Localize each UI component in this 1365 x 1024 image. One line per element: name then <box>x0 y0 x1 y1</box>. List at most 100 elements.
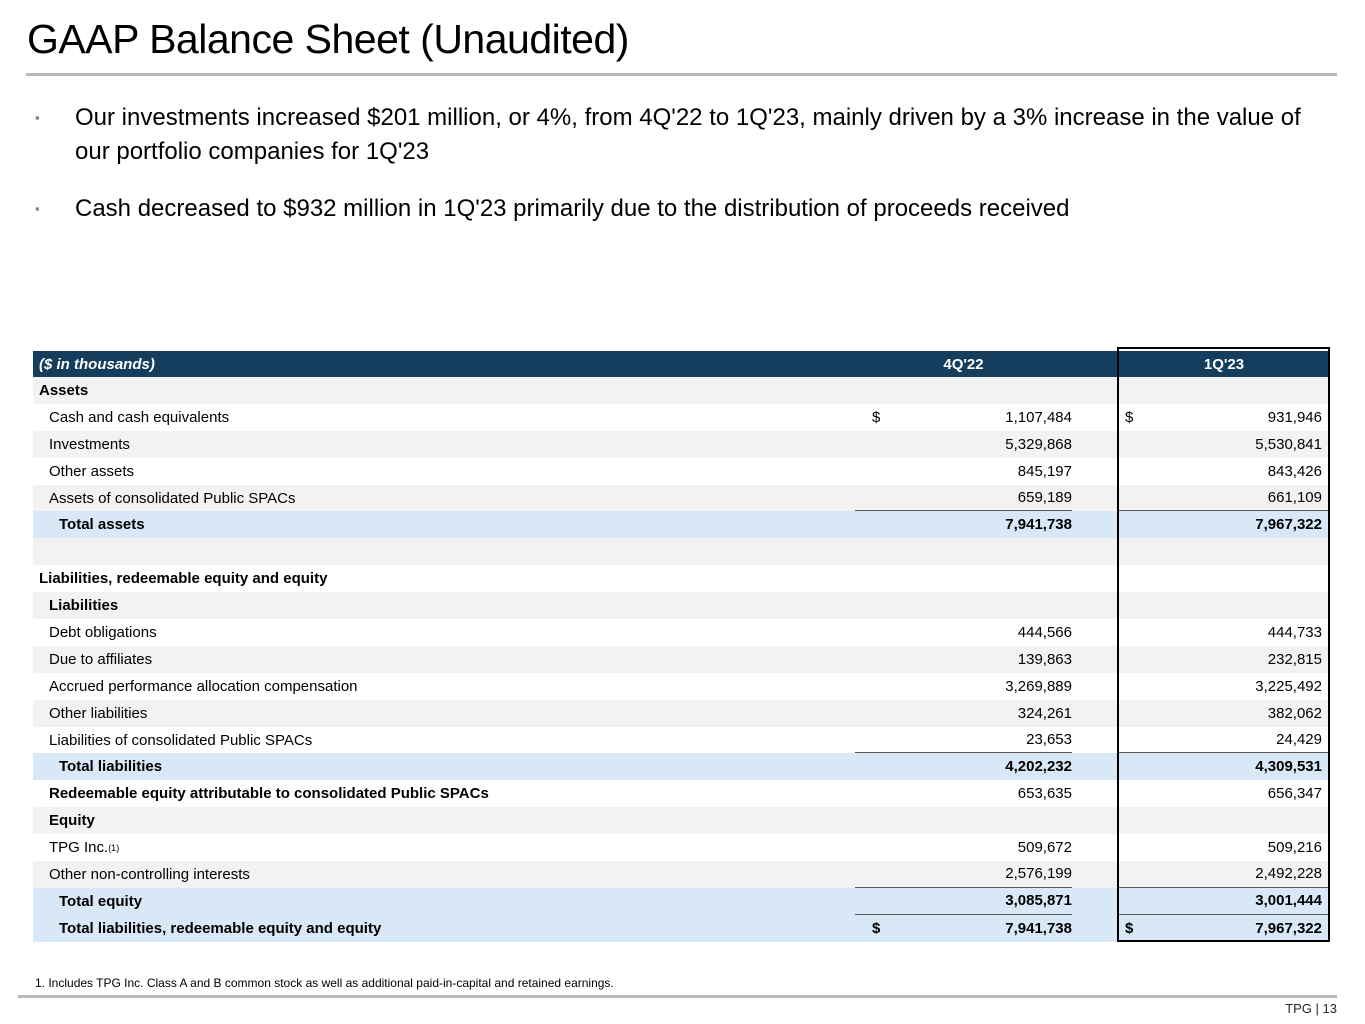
value-4q22: 845,197 <box>855 458 1072 485</box>
value-4q22: 324,261 <box>855 700 1072 727</box>
table-header-4q22: 4Q'22 <box>943 355 984 373</box>
dollar-sign: $ <box>1125 919 1134 937</box>
row-label: Cash and cash equivalents <box>49 408 230 426</box>
amount: 4,309,531 <box>1255 758 1322 776</box>
value-4q22: 5,329,868 <box>855 431 1072 458</box>
column-gap <box>1072 646 1118 673</box>
column-gap <box>1072 377 1118 404</box>
amount: 7,941,738 <box>1005 919 1072 937</box>
value-4q22 <box>855 377 1072 404</box>
table-row: Other non-controlling interests 2,576,19… <box>33 861 1330 888</box>
table-header-row: ($ in thousands) 4Q'22 1Q'23 <box>33 351 1330 377</box>
column-gap <box>1072 485 1118 512</box>
amount: 509,216 <box>1267 839 1322 857</box>
amount: 3,001,444 <box>1255 892 1322 910</box>
amount: 7,967,322 <box>1255 919 1322 937</box>
value-4q22: 659,189 <box>855 485 1072 512</box>
amount: 139,863 <box>1017 650 1072 668</box>
dollar-sign: $ <box>872 919 881 937</box>
amount: 509,672 <box>1017 839 1072 857</box>
amount: 845,197 <box>1017 462 1072 480</box>
amount: 2,492,228 <box>1255 865 1322 883</box>
value-4q22: 444,566 <box>855 619 1072 646</box>
row-label: Assets of consolidated Public SPACs <box>49 489 296 507</box>
value-4q22 <box>855 807 1072 834</box>
value-1q23: 5,530,841 <box>1118 431 1330 458</box>
amount: 3,225,492 <box>1255 677 1322 695</box>
table-row: Liabilities of consolidated Public SPACs… <box>33 726 1330 754</box>
value-4q22: 509,672 <box>855 834 1072 861</box>
amount: 24,429 <box>1276 731 1322 749</box>
table-row: TPG Inc. (1) 509,672 509,216 <box>33 834 1330 862</box>
row-label: Due to affiliates <box>49 650 153 668</box>
column-gap <box>1072 807 1118 834</box>
balance-sheet-table: ($ in thousands) 4Q'22 1Q'23 Assets Cash… <box>33 351 1330 942</box>
row-label: Accrued performance allocation compensat… <box>49 677 358 695</box>
row-label: Liabilities, redeemable equity and equit… <box>39 570 328 588</box>
amount: 7,941,738 <box>1005 516 1072 534</box>
amount: 661,109 <box>1267 489 1322 506</box>
value-1q23: 444,733 <box>1118 619 1330 646</box>
table-header-1q23: 1Q'23 <box>1203 355 1245 373</box>
value-1q23: 661,109 <box>1118 485 1330 512</box>
value-1q23 <box>1118 538 1330 565</box>
square-bullet-icon: ▪ <box>35 110 40 125</box>
column-gap <box>1072 511 1118 538</box>
row-label: Other non-controlling interests <box>49 865 250 883</box>
row-label: TPG Inc. (1) <box>49 839 120 857</box>
column-gap <box>1072 915 1118 942</box>
table-row: Equity <box>33 807 1330 835</box>
footer-divider <box>18 995 1337 998</box>
value-1q23: 232,815 <box>1118 646 1330 673</box>
column-gap <box>1072 458 1118 485</box>
amount: 3,085,871 <box>1005 892 1072 910</box>
column-gap <box>1072 592 1118 619</box>
value-1q23 <box>1118 565 1330 592</box>
table-row: Redeemable equity attributable to consol… <box>33 780 1330 808</box>
value-1q23 <box>1118 807 1330 834</box>
row-label: Total assets <box>59 516 145 534</box>
table-row: Other assets 845,197 843,426 <box>33 457 1330 485</box>
row-label: Total liabilities, redeemable equity and… <box>59 919 382 937</box>
value-4q22: 7,941,738 <box>855 511 1072 538</box>
value-1q23: 3,001,444 <box>1118 888 1330 915</box>
value-1q23: 7,967,322 <box>1118 511 1330 538</box>
bullet-item: ▪ Cash decreased to $932 million in 1Q'2… <box>35 192 1337 226</box>
amount: 23,653 <box>1026 731 1072 749</box>
column-gap <box>1072 861 1118 888</box>
row-label: Liabilities of consolidated Public SPACs <box>49 731 313 749</box>
table-row: Assets <box>33 377 1330 404</box>
page-title: GAAP Balance Sheet (Unaudited) <box>27 16 629 62</box>
column-gap <box>1072 431 1118 458</box>
bullet-text: Cash decreased to $932 million in 1Q'23 … <box>75 195 1070 222</box>
column-gap <box>1072 538 1118 565</box>
amount: 444,733 <box>1267 623 1322 641</box>
table-row: Total liabilities, redeemable equity and… <box>33 914 1330 942</box>
bullet-list: ▪ Our investments increased $201 million… <box>35 101 1337 249</box>
value-4q22: 3,085,871 <box>855 888 1072 915</box>
dollar-sign: $ <box>1125 408 1134 426</box>
table-header-units: ($ in thousands) <box>39 355 155 373</box>
row-label: Redeemable equity attributable to consol… <box>49 785 489 803</box>
value-4q22: 23,653 <box>855 727 1072 754</box>
value-4q22: $ 7,941,738 <box>855 915 1072 942</box>
column-gap <box>1072 727 1118 754</box>
table-row: Other liabilities 324,261 382,062 <box>33 699 1330 727</box>
value-4q22: 2,576,199 <box>855 861 1072 888</box>
amount: 3,269,889 <box>1005 677 1072 695</box>
amount: 382,062 <box>1267 704 1322 722</box>
square-bullet-icon: ▪ <box>35 201 40 216</box>
row-label: Other assets <box>49 462 135 480</box>
value-1q23: $ 931,946 <box>1118 404 1330 431</box>
amount: 5,530,841 <box>1255 435 1322 453</box>
amount: 1,107,484 <box>1005 408 1072 426</box>
column-gap <box>1072 673 1118 700</box>
value-4q22: 139,863 <box>855 646 1072 673</box>
amount: 656,347 <box>1267 785 1322 803</box>
amount: 5,329,868 <box>1005 435 1072 453</box>
value-4q22 <box>855 592 1072 619</box>
column-gap <box>1072 834 1118 861</box>
table-row: Total assets 7,941,738 7,967,322 <box>33 511 1330 539</box>
value-1q23: 509,216 <box>1118 834 1330 861</box>
